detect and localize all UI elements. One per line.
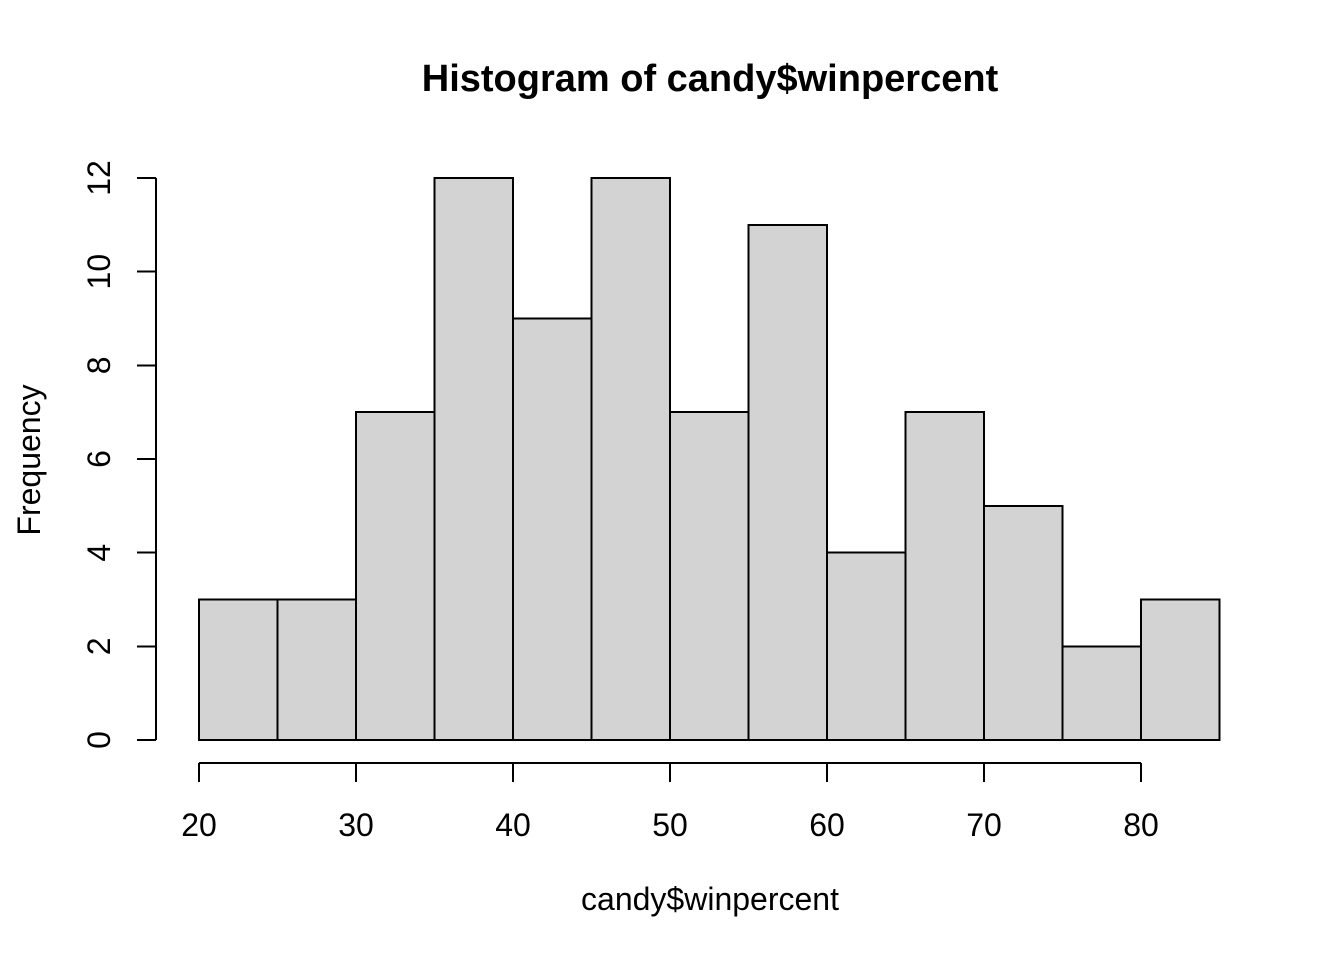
x-tick-label: 20	[181, 807, 217, 843]
bars-layer	[198, 177, 1221, 742]
x-tick-label: 40	[495, 807, 531, 843]
x-axis-label: candy$winpercent	[581, 881, 839, 917]
y-tick-label: 10	[81, 254, 117, 290]
histogram-bar-45-50	[590, 177, 671, 741]
y-tick-label: 12	[81, 160, 117, 196]
histogram-bar-20-25	[198, 598, 279, 741]
histogram-bar-60-65	[826, 551, 907, 742]
y-axis-label: Frequency	[11, 384, 47, 535]
histogram-bar-30-35	[355, 411, 436, 741]
histogram-bar-70-75	[983, 504, 1064, 742]
histogram-bar-40-45	[512, 317, 593, 741]
y-tick-label: 0	[81, 731, 117, 749]
histogram-bar-25-30	[276, 598, 357, 741]
x-tick-label: 30	[338, 807, 374, 843]
y-tick-label: 8	[81, 356, 117, 374]
histogram-bar-80-85	[1140, 598, 1221, 741]
x-tick-label: 70	[966, 807, 1002, 843]
histogram-bar-75-80	[1061, 645, 1142, 741]
y-tick-label: 2	[81, 637, 117, 655]
x-tick-label: 60	[809, 807, 845, 843]
x-tick-label: 50	[652, 807, 688, 843]
axes-layer: 0 2 4 6 8 10 12 20 30 40 50 60 70 80	[81, 160, 1159, 843]
histogram-bar-65-70	[904, 411, 985, 741]
histogram-bar-50-55	[669, 411, 750, 741]
chart-title: Histogram of candy$winpercent	[422, 58, 999, 100]
x-tick-label: 80	[1123, 807, 1159, 843]
y-tick-label: 4	[81, 544, 117, 562]
histogram-bar-35-40	[433, 177, 514, 741]
histogram-bar-55-60	[747, 223, 828, 742]
y-tick-label: 6	[81, 450, 117, 468]
